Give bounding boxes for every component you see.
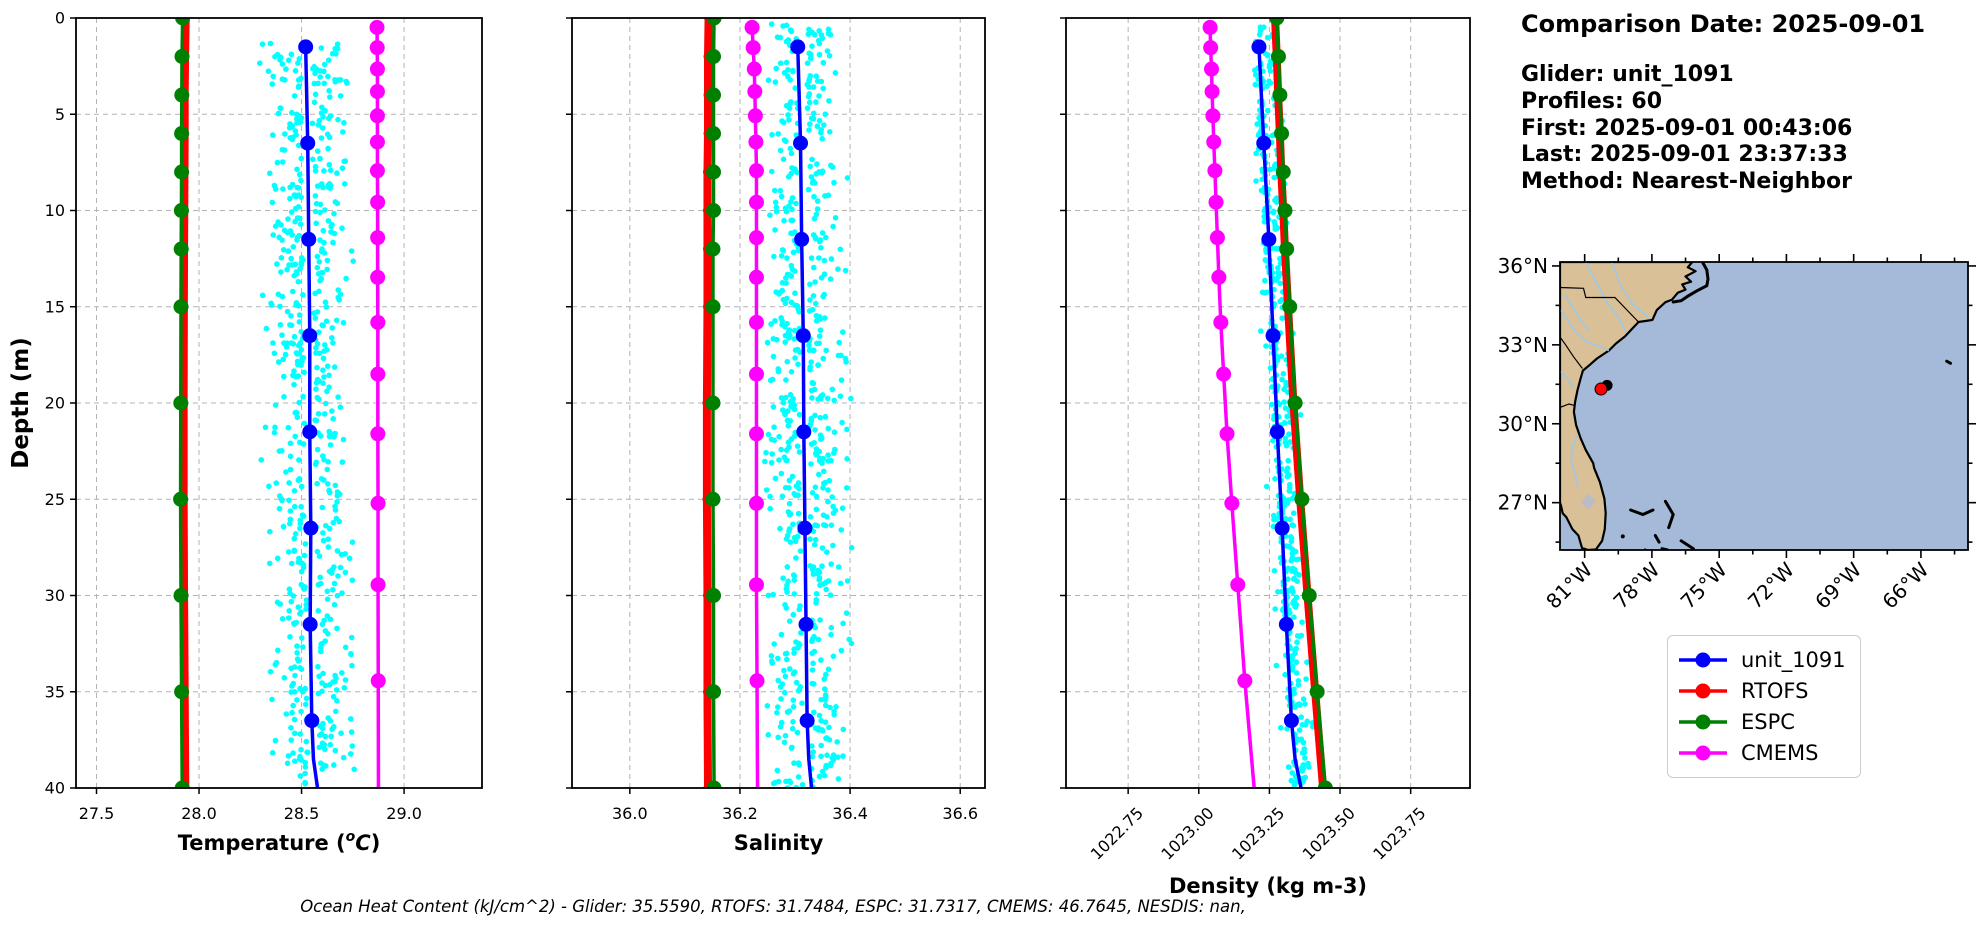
temperature-y-axis: 0 5 10 15 20 25 30 35 40 — [45, 9, 76, 798]
salinity-plot: 36.0 36.2 36.4 36.6 Salinity — [566, 17, 986, 855]
x-tick-label: 1023.50 — [1299, 803, 1359, 863]
salinity-series-unit_1091 — [790, 39, 815, 788]
x-tick-label: 27.5 — [79, 804, 115, 823]
temperature-series-unit_1091 — [298, 39, 320, 788]
map-lat-label: 36°N — [1498, 254, 1548, 278]
coastline-land — [1560, 262, 1697, 550]
y-tick-label: 40 — [45, 779, 65, 798]
map-lon-label: 69°W — [1810, 557, 1866, 613]
legend-label: unit_1091 — [1741, 648, 1846, 673]
rivers — [1560, 262, 1651, 488]
map-lon-label: 66°W — [1877, 557, 1933, 613]
y-tick-label: 15 — [45, 297, 65, 316]
comparison-date-text: Comparison Date: 2025-09-01 — [1521, 10, 1926, 38]
temperature-grid — [76, 17, 482, 789]
legend-item-RTOFS: RTOFS — [1677, 679, 1848, 703]
legend-line-sample — [1679, 745, 1727, 761]
profiles-count-text: Profiles: 60 — [1521, 88, 1663, 114]
salinity-x-axis: 36.0 36.2 36.4 36.6 — [612, 788, 978, 823]
map-lon-label: 78°W — [1608, 557, 1664, 613]
legend-line-sample — [1679, 652, 1727, 668]
info-panel: Comparison Date: 2025-09-01 Glider: unit… — [1521, 10, 1925, 196]
density-series-CMEMS — [1202, 19, 1259, 788]
legend-line-sample — [1679, 683, 1727, 699]
x-tick-label: 1022.75 — [1087, 803, 1147, 863]
density-axis-title: Density (kg m-3) — [1169, 874, 1367, 898]
y-tick-label: 5 — [55, 105, 65, 124]
method-text: Method: Nearest-Neighbor — [1521, 169, 1852, 195]
legend-item-ESPC: ESPC — [1677, 710, 1848, 734]
legend-item-unit_1091: unit_1091 — [1677, 648, 1848, 672]
salinity-y-axis — [566, 17, 572, 789]
y-tick-label: 10 — [45, 201, 65, 220]
x-tick-label: 1023.25 — [1228, 803, 1288, 863]
temperature-glider-raw-points — [257, 40, 358, 787]
glider-position-marker — [1594, 382, 1608, 396]
salinity-series-ESPC — [705, 18, 722, 788]
y-tick-label: 30 — [45, 586, 65, 605]
glider-name-text: Glider: unit_1091 — [1521, 62, 1734, 87]
temperature-x-axis: 27.5 28.0 28.5 29.0 — [79, 788, 422, 823]
y-tick-label: 35 — [45, 682, 65, 701]
density-x-axis: 1022.75 1023.00 1023.25 1023.50 1023.75 — [1087, 788, 1429, 864]
map-lat-label: 30°N — [1498, 412, 1548, 436]
temperature-plot: 27.5 28.0 28.5 29.0 0 5 10 15 20 25 30 35 40 Temperat… — [45, 9, 483, 855]
density-grid — [1066, 17, 1470, 789]
salinity-glider-raw-points — [762, 21, 855, 788]
temperature-series-ESPC — [173, 18, 191, 788]
map-lat-label: 27°N — [1498, 491, 1548, 515]
last-profile-time-text: Last: 2025-09-01 23:37:33 — [1521, 142, 1848, 168]
location-map: 81°W 78°W 75°W 72°W 69°W 66°W 36°N 33°N 30°N 27°N — [1498, 254, 1976, 614]
state-borders — [1560, 286, 1639, 408]
x-tick-label: 28.0 — [181, 804, 217, 823]
y-tick-label: 25 — [45, 490, 65, 509]
map-lon-label: 75°W — [1676, 557, 1732, 613]
legend-label: CMEMS — [1741, 740, 1819, 765]
density-series-unit_1091 — [1251, 39, 1303, 788]
map-lon-label: 72°W — [1743, 557, 1799, 613]
x-tick-label: 29.0 — [386, 804, 422, 823]
map-ticks — [1552, 254, 1976, 558]
x-tick-label: 28.5 — [284, 804, 320, 823]
map-lat-label: 33°N — [1498, 333, 1548, 357]
x-tick-label: 36.6 — [942, 804, 978, 823]
x-tick-label: 36.4 — [832, 804, 868, 823]
ohc-footer-text: Ocean Heat Content (kJ/cm^2) - Glider: 3… — [300, 897, 1246, 916]
map-lon-label: 81°W — [1541, 557, 1597, 613]
density-plot: 1022.75 1023.00 1023.25 1023.50 1023.75Densi… — [1060, 17, 1471, 898]
legend: unit_1091 RTOFS ESPC CMEMS — [1667, 635, 1861, 778]
temperature-axis-title: Temperature (oC) — [178, 829, 381, 855]
first-profile-time-text: First: 2025-09-01 00:43:06 — [1521, 115, 1853, 141]
y-tick-label: 20 — [45, 394, 65, 413]
y-tick-label: 0 — [55, 9, 65, 28]
legend-item-CMEMS: CMEMS — [1677, 741, 1848, 765]
legend-line-sample — [1679, 714, 1727, 730]
legend-label: RTOFS — [1741, 679, 1809, 704]
x-tick-label: 1023.75 — [1369, 803, 1429, 863]
depth-axis-label: Depth (m) — [8, 337, 34, 469]
temperature-series-CMEMS — [369, 19, 386, 788]
x-tick-label: 36.2 — [722, 804, 758, 823]
x-tick-label: 1023.00 — [1157, 803, 1217, 863]
x-tick-label: 36.0 — [612, 804, 648, 823]
bimini-islet — [1620, 534, 1625, 539]
legend-label: ESPC — [1741, 709, 1795, 734]
salinity-series-CMEMS — [744, 19, 765, 788]
salinity-axis-title: Salinity — [734, 831, 824, 855]
density-series-ESPC — [1269, 18, 1333, 788]
lake-okeechobee — [1580, 494, 1597, 510]
density-y-axis — [1060, 17, 1066, 789]
